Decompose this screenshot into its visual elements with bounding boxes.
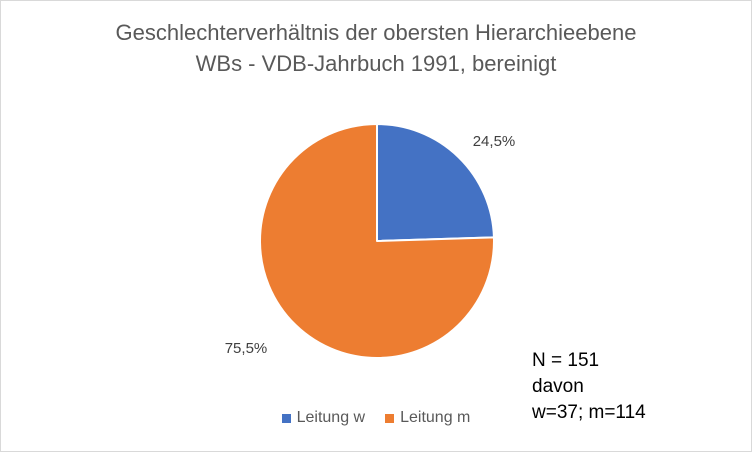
legend-swatch-leitung-w xyxy=(281,413,291,423)
legend-swatch-leitung-m xyxy=(385,413,395,423)
note-line-1: N = 151 xyxy=(532,350,600,371)
sample-size-note: N = 151 davon w=37; m=114 xyxy=(532,348,646,426)
chart-title: Geschlechterverhältnis der obersten Hier… xyxy=(1,17,751,79)
legend: Leitung w Leitung m xyxy=(1,409,751,427)
legend-label-leitung-m: Leitung m xyxy=(400,409,471,426)
chart-title-line-2: WBs - VDB-Jahrbuch 1991, bereinigt xyxy=(195,51,557,76)
chart-title-line-1: Geschlechterverhältnis der obersten Hier… xyxy=(115,20,637,45)
data-label-leitung-w: 24,5% xyxy=(473,133,516,150)
note-line-3: w=37; m=114 xyxy=(532,402,646,423)
data-label-leitung-m: 75,5% xyxy=(225,340,268,357)
legend-label-leitung-w: Leitung w xyxy=(296,409,366,426)
pie-slice-leitung-m xyxy=(259,123,495,359)
note-line-2: davon xyxy=(532,376,584,397)
legend-item-leitung-m: Leitung m xyxy=(385,409,470,427)
legend-item-leitung-w: Leitung w xyxy=(281,409,366,427)
pie-slice-leitung-w xyxy=(376,123,495,242)
